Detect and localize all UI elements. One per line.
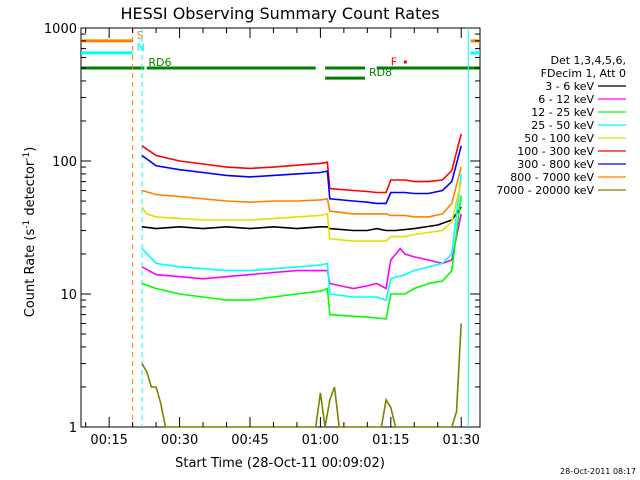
series-group xyxy=(141,133,462,428)
legend-entry-label: 300 - 800 keV xyxy=(517,158,594,171)
series-7000-20000-kev xyxy=(141,323,462,428)
y-tick-label: 10 xyxy=(60,288,77,303)
y-axis-label-main: Count Rate (s xyxy=(23,229,38,318)
x-tick-label: 00:45 xyxy=(231,433,268,448)
legend-entry-label: 800 - 7000 keV xyxy=(510,171,594,184)
series-25-50-kev xyxy=(141,173,462,302)
flare-flag-dot xyxy=(403,60,407,64)
y-axis-ticks: 1 10 100 1000 xyxy=(44,22,480,436)
x-axis-label: Start Time (28-Oct-11 00:09:02) xyxy=(175,456,385,471)
x-tick-label: 00:30 xyxy=(161,433,198,448)
state-label-rd6: RD6 xyxy=(148,56,171,69)
series-12-25-kev xyxy=(141,195,462,320)
y-axis-label-close: ) xyxy=(23,147,38,152)
y-axis-label-sup2: -1 xyxy=(22,152,32,161)
x-axis-ticks: 00:15 00:30 00:45 01:00 01:15 01:30 xyxy=(85,28,480,448)
generation-timestamp: 28-Oct-2011 08:17 xyxy=(560,467,636,476)
series-800-7000-kev xyxy=(141,166,462,218)
legend-entry-label: 100 - 300 keV xyxy=(517,145,594,158)
legend-header-line: FDecim 1, Att 0 xyxy=(541,67,626,80)
y-tick-label: 100 xyxy=(52,155,77,170)
state-label-rd8: RD8 xyxy=(369,66,392,79)
legend: Det 1,3,4,5,6,FDecim 1, Att 03 - 6 keV6 … xyxy=(496,54,626,197)
x-tick-label: 01:30 xyxy=(442,433,479,448)
series-50-100-kev xyxy=(141,181,462,242)
y-axis-label: Count Rate (s-1 detector-1) xyxy=(22,147,38,318)
state-label-n: N xyxy=(137,41,145,54)
legend-entry-label: 12 - 25 keV xyxy=(531,106,594,119)
y-axis-label-tail: detector xyxy=(23,160,38,220)
legend-entry-label: 50 - 100 keV xyxy=(524,132,594,145)
y-axis-label-sup: -1 xyxy=(22,220,32,229)
flare-flag-label: F xyxy=(391,55,397,68)
x-tick-label: 01:15 xyxy=(372,433,409,448)
y-tick-label: 1 xyxy=(69,421,77,436)
state-label-s: S xyxy=(137,29,144,42)
legend-entry-label: 7000 - 20000 keV xyxy=(496,184,594,197)
chart-title: HESSI Observing Summary Count Rates xyxy=(120,4,439,23)
legend-header-line: Det 1,3,4,5,6, xyxy=(550,54,626,67)
series-100-300-kev xyxy=(141,133,462,194)
x-tick-label: 01:00 xyxy=(302,433,339,448)
x-tick-label: 00:15 xyxy=(90,433,127,448)
y-tick-label: 1000 xyxy=(44,22,77,37)
legend-entry-label: 25 - 50 keV xyxy=(531,119,594,132)
legend-entry-label: 3 - 6 keV xyxy=(545,80,594,93)
series-300-800-kev xyxy=(141,145,462,205)
series-6-12-kev xyxy=(141,213,462,290)
legend-entry-label: 6 - 12 keV xyxy=(538,93,594,106)
